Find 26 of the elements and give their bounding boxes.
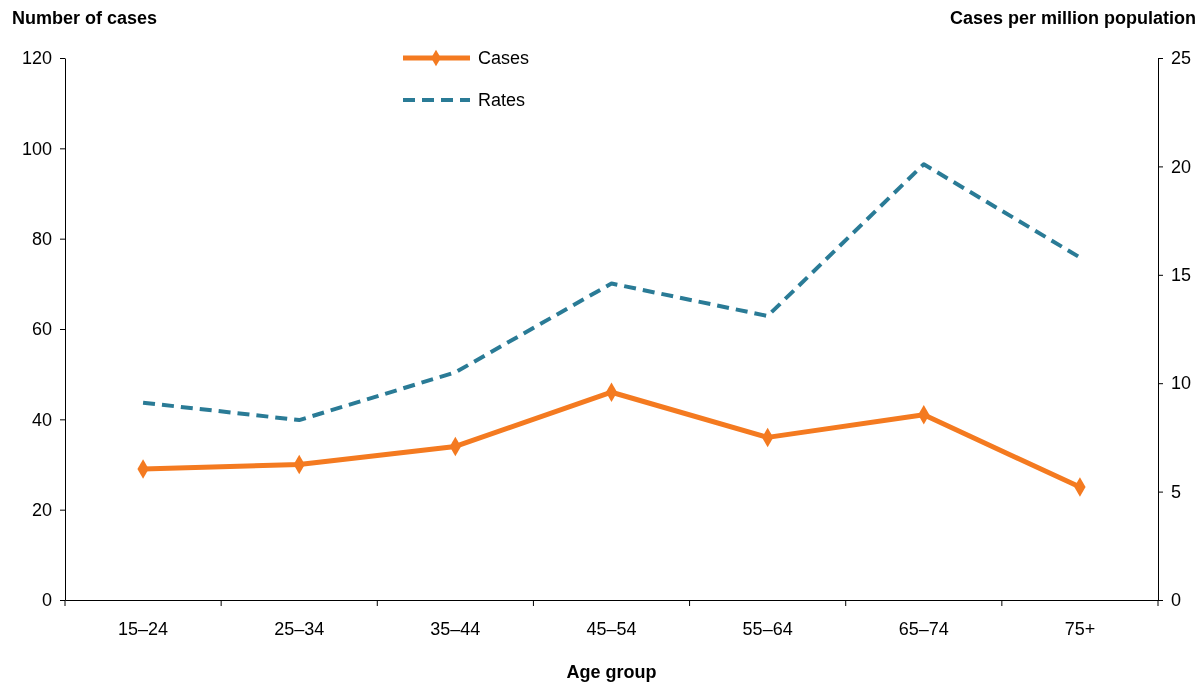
x-tick-label: 45–54 bbox=[586, 618, 637, 639]
y2-tick-label: 15 bbox=[1171, 265, 1192, 286]
y2-tick-label: 0 bbox=[1171, 590, 1182, 611]
y-axis-title: Number of cases bbox=[12, 8, 158, 28]
x-axis-title: Age group bbox=[566, 662, 657, 682]
legend-label: Cases bbox=[478, 48, 530, 68]
x-tick-label: 55–64 bbox=[742, 618, 793, 639]
y2-tick-label: 10 bbox=[1171, 373, 1192, 394]
x-tick-label: 25–34 bbox=[274, 618, 325, 639]
y-tick-label: 40 bbox=[31, 409, 52, 430]
y2-tick-label: 25 bbox=[1171, 48, 1192, 69]
y-tick-label: 20 bbox=[31, 499, 52, 520]
y-tick-label: 60 bbox=[31, 319, 52, 340]
y2-axis-title: Cases per million population bbox=[949, 8, 1196, 28]
y-tick-label: 100 bbox=[21, 138, 52, 159]
line-series bbox=[141, 162, 1082, 423]
x-tick-label: 35–44 bbox=[430, 618, 481, 639]
y-tick-label: 120 bbox=[21, 48, 52, 69]
y2-tick-label: 20 bbox=[1171, 156, 1192, 177]
legend-label: Rates bbox=[478, 90, 526, 110]
y-tick-label: 0 bbox=[41, 590, 52, 611]
x-tick-label: 65–74 bbox=[898, 618, 949, 639]
y2-tick-label: 5 bbox=[1171, 481, 1182, 502]
x-tick-label: 15–24 bbox=[118, 618, 169, 639]
y-tick-label: 80 bbox=[31, 228, 52, 249]
x-tick-label: 75+ bbox=[1064, 618, 1096, 639]
